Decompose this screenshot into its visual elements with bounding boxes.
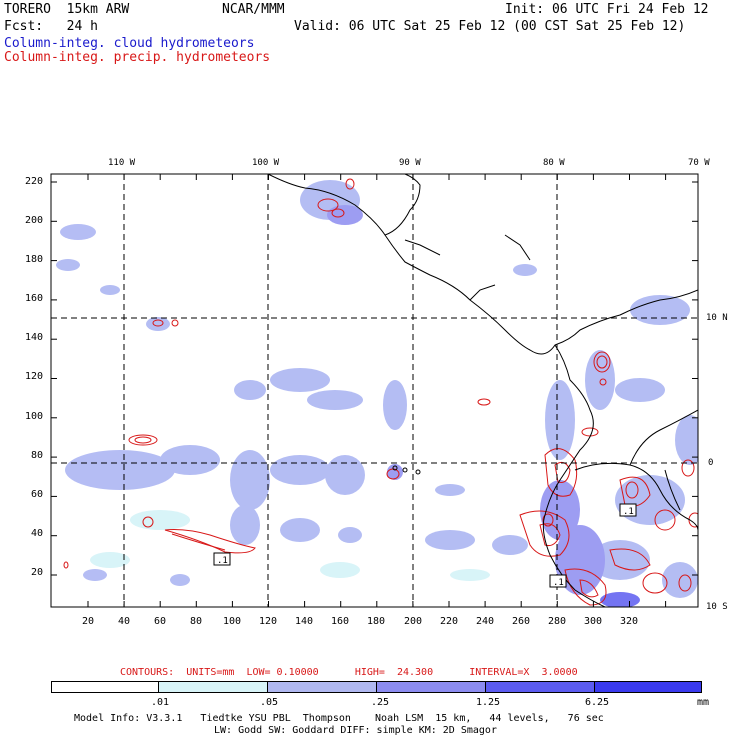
legend-swatch-2 bbox=[267, 681, 377, 693]
map-frame bbox=[50, 173, 699, 608]
x-tick-200: 200 bbox=[404, 616, 423, 627]
contour-low: LOW= 0.10000 bbox=[246, 667, 319, 678]
legend-threshold-5: 6.25 bbox=[585, 697, 610, 708]
y-tick-180: 180 bbox=[25, 254, 44, 265]
x-tick-80: 80 bbox=[190, 616, 203, 627]
lon-label-80w: 80 W bbox=[543, 158, 565, 168]
y-axis-ticks bbox=[51, 181, 698, 576]
legend-unit: mm bbox=[697, 697, 710, 708]
model-info-line1: Model Info: V3.3.1 Tiedtke YSU PBL Thomp… bbox=[74, 713, 604, 724]
legend-swatch-3 bbox=[376, 681, 486, 693]
y-tick-200: 200 bbox=[25, 215, 44, 226]
coastlines bbox=[267, 174, 698, 607]
init-time: Init: 06 UTC Fri 24 Feb 12 bbox=[505, 2, 709, 17]
x-tick-260: 260 bbox=[512, 616, 531, 627]
y-tick-20: 20 bbox=[31, 567, 44, 578]
contour-info: CONTOURS: UNITS=mm LOW= 0.10000 HIGH= 24… bbox=[120, 667, 578, 678]
contour-units: UNITS=mm bbox=[186, 667, 235, 678]
contour-label-2: .1 bbox=[623, 507, 634, 517]
x-tick-100: 100 bbox=[223, 616, 242, 627]
precip-contours bbox=[63, 178, 698, 606]
contour-info-label: CONTOURS: bbox=[120, 667, 175, 678]
model-info-line2: LW: Godd SW: Goddard DIFF: simple KM: 2D… bbox=[214, 725, 497, 736]
legend-threshold-2: .05 bbox=[260, 697, 279, 708]
legend-swatch-5 bbox=[594, 681, 702, 693]
valid-time: Valid: 06 UTC Sat 25 Feb 12 (00 CST Sat … bbox=[294, 19, 686, 34]
x-tick-320: 320 bbox=[620, 616, 639, 627]
org-label: NCAR/MMM bbox=[222, 2, 285, 17]
x-tick-60: 60 bbox=[154, 616, 167, 627]
y-tick-80: 80 bbox=[31, 450, 44, 461]
contour-interval: INTERVAL=X 3.0000 bbox=[469, 667, 578, 678]
light-cloud-shading bbox=[90, 510, 490, 581]
legend-threshold-4: 1.25 bbox=[476, 697, 501, 708]
lat-label-10s: 10 S bbox=[706, 602, 728, 612]
y-tick-120: 120 bbox=[25, 371, 44, 382]
y-tick-140: 140 bbox=[25, 332, 44, 343]
field-cloud-label: Column-integ. cloud hydrometeors bbox=[4, 36, 255, 51]
x-tick-120: 120 bbox=[259, 616, 278, 627]
y-tick-40: 40 bbox=[31, 528, 44, 539]
x-tick-160: 160 bbox=[331, 616, 350, 627]
x-tick-300: 300 bbox=[584, 616, 603, 627]
lat-label-0: 0 bbox=[708, 458, 714, 468]
x-tick-140: 140 bbox=[295, 616, 314, 627]
lat-label-10n: 10 N bbox=[706, 313, 728, 323]
legend-threshold-1: .01 bbox=[151, 697, 170, 708]
contour-high: HIGH= 24.300 bbox=[354, 667, 434, 678]
legend-threshold-3: .25 bbox=[371, 697, 390, 708]
y-tick-160: 160 bbox=[25, 293, 44, 304]
contour-label-3: .1 bbox=[553, 578, 564, 588]
legend-swatch-0 bbox=[51, 681, 159, 693]
lon-label-100w: 100 W bbox=[252, 158, 280, 168]
legend-swatch-1 bbox=[158, 681, 268, 693]
lon-label-70w: 70 W bbox=[688, 158, 710, 168]
x-axis-ticks bbox=[87, 174, 667, 607]
latlon-grid bbox=[51, 174, 698, 607]
cloud-hydrometeor-shading bbox=[56, 180, 698, 607]
y-tick-60: 60 bbox=[31, 489, 44, 500]
x-tick-40: 40 bbox=[118, 616, 131, 627]
legend-swatch-4 bbox=[485, 681, 595, 693]
x-tick-280: 280 bbox=[548, 616, 567, 627]
lon-label-90w: 90 W bbox=[399, 158, 421, 168]
y-tick-100: 100 bbox=[25, 411, 44, 422]
model-title: TORERO 15km ARW bbox=[4, 2, 130, 17]
x-tick-180: 180 bbox=[367, 616, 386, 627]
field-precip-label: Column-integ. precip. hydrometeors bbox=[4, 50, 271, 65]
contour-value-labels: .1 .1 .1 bbox=[213, 503, 637, 588]
contour-label-1: .1 bbox=[217, 556, 228, 566]
x-tick-240: 240 bbox=[476, 616, 495, 627]
x-tick-220: 220 bbox=[440, 616, 459, 627]
forecast-hour: Fcst: 24 h bbox=[4, 19, 98, 34]
lon-label-110w: 110 W bbox=[108, 158, 136, 168]
x-tick-20: 20 bbox=[82, 616, 95, 627]
y-tick-220: 220 bbox=[25, 176, 44, 187]
